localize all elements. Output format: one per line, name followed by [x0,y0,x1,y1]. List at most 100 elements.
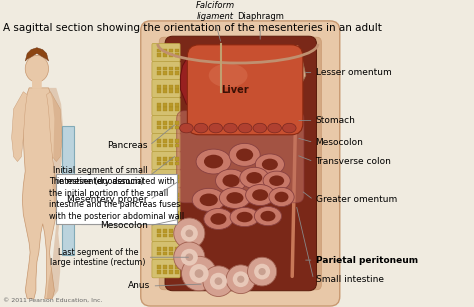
Ellipse shape [216,169,246,192]
FancyBboxPatch shape [163,180,167,183]
Circle shape [237,276,245,283]
FancyBboxPatch shape [163,126,167,129]
FancyBboxPatch shape [152,223,180,242]
FancyBboxPatch shape [165,36,317,291]
Ellipse shape [229,143,260,166]
FancyBboxPatch shape [175,53,179,57]
FancyBboxPatch shape [152,169,180,188]
FancyBboxPatch shape [157,229,161,233]
Text: A sagittal section showing the orientation of the mesenteries in an adult: A sagittal section showing the orientati… [3,23,382,33]
FancyBboxPatch shape [175,157,179,161]
FancyBboxPatch shape [157,121,161,125]
Ellipse shape [255,154,284,175]
Ellipse shape [227,192,244,204]
FancyBboxPatch shape [169,53,173,57]
FancyBboxPatch shape [141,21,340,306]
FancyBboxPatch shape [169,265,173,269]
Circle shape [233,271,249,287]
FancyBboxPatch shape [169,161,173,165]
Text: Parietal peritoneum: Parietal peritoneum [316,256,418,265]
Ellipse shape [260,211,275,221]
FancyBboxPatch shape [169,126,173,129]
FancyBboxPatch shape [163,53,167,57]
FancyBboxPatch shape [152,61,180,80]
Text: Greater omentum: Greater omentum [316,195,397,204]
FancyBboxPatch shape [177,111,304,203]
FancyBboxPatch shape [163,139,167,142]
FancyBboxPatch shape [157,67,161,71]
Circle shape [185,230,193,237]
Text: Diaphragm: Diaphragm [237,12,283,21]
Polygon shape [22,88,57,298]
Ellipse shape [209,123,223,133]
Ellipse shape [222,174,239,187]
FancyBboxPatch shape [157,85,161,88]
Ellipse shape [263,171,290,190]
FancyBboxPatch shape [169,72,173,75]
FancyBboxPatch shape [169,180,173,183]
FancyBboxPatch shape [175,198,179,201]
Ellipse shape [269,175,284,186]
Polygon shape [181,56,214,109]
Text: Initial segment of small
intestine (duodenum): Initial segment of small intestine (duod… [53,166,147,186]
FancyBboxPatch shape [169,247,173,251]
FancyBboxPatch shape [175,139,179,142]
FancyBboxPatch shape [157,89,161,93]
FancyBboxPatch shape [175,252,179,255]
FancyBboxPatch shape [152,43,180,62]
FancyBboxPatch shape [157,103,161,107]
Circle shape [203,266,234,297]
FancyBboxPatch shape [55,174,177,224]
Text: Transverse colon: Transverse colon [316,157,392,166]
FancyBboxPatch shape [163,229,167,233]
Ellipse shape [219,187,250,208]
FancyBboxPatch shape [169,175,173,179]
Ellipse shape [246,172,262,184]
Text: © 2011 Pearson Education, Inc.: © 2011 Pearson Education, Inc. [3,298,102,303]
FancyBboxPatch shape [175,107,179,111]
FancyBboxPatch shape [152,242,180,260]
FancyBboxPatch shape [163,265,167,269]
FancyBboxPatch shape [169,198,173,201]
Ellipse shape [204,208,233,230]
Polygon shape [25,48,48,61]
Ellipse shape [283,123,296,133]
FancyBboxPatch shape [169,144,173,147]
FancyBboxPatch shape [169,107,173,111]
Circle shape [181,225,198,242]
Circle shape [174,242,205,273]
Ellipse shape [255,207,282,226]
Ellipse shape [209,64,247,87]
FancyBboxPatch shape [163,49,167,52]
Circle shape [195,269,203,278]
FancyBboxPatch shape [163,216,167,220]
Ellipse shape [224,123,237,133]
FancyBboxPatch shape [175,247,179,251]
Text: Mesocolon: Mesocolon [100,221,147,230]
Circle shape [226,265,255,293]
Circle shape [185,253,193,261]
FancyBboxPatch shape [163,67,167,71]
FancyBboxPatch shape [187,45,303,135]
FancyBboxPatch shape [157,126,161,129]
Ellipse shape [240,167,269,188]
FancyBboxPatch shape [169,229,173,233]
FancyBboxPatch shape [175,85,179,88]
Ellipse shape [269,187,294,207]
Circle shape [247,257,277,286]
FancyArrow shape [82,202,128,227]
FancyBboxPatch shape [157,144,161,147]
FancyBboxPatch shape [169,67,173,71]
Circle shape [181,249,198,266]
Ellipse shape [200,193,218,206]
FancyBboxPatch shape [152,134,180,152]
FancyBboxPatch shape [163,121,167,125]
FancyBboxPatch shape [157,139,161,142]
FancyBboxPatch shape [169,270,173,274]
Ellipse shape [236,149,253,161]
FancyBboxPatch shape [175,216,179,220]
FancyBboxPatch shape [163,252,167,255]
Ellipse shape [25,55,48,82]
FancyBboxPatch shape [175,121,179,125]
FancyBboxPatch shape [175,229,179,233]
